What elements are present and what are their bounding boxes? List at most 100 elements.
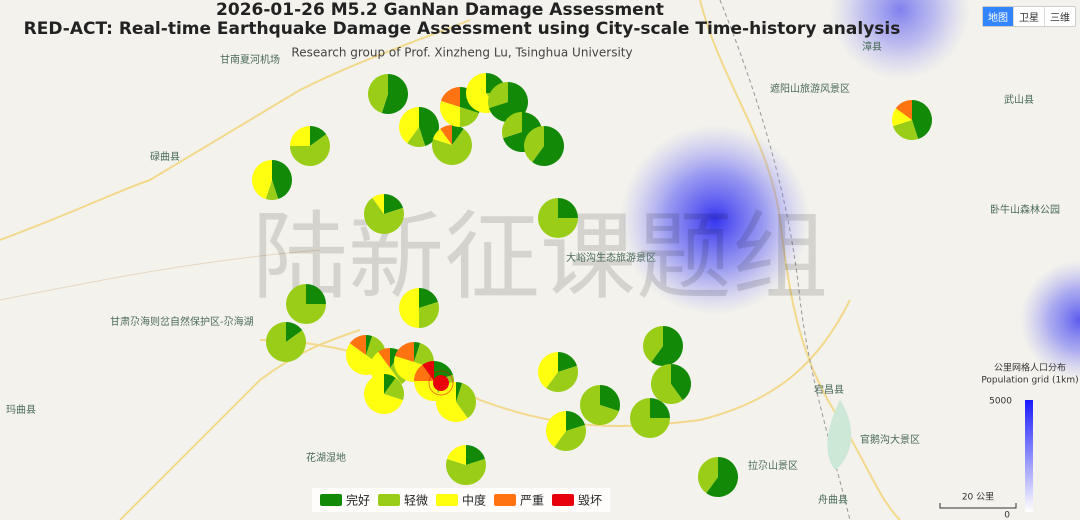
pie-slice [651,326,684,366]
scale-bar [939,503,1017,509]
pie-slice [912,100,933,140]
damage-pie [630,398,670,438]
pie-slice [460,107,480,127]
place-label: 遮阳山旅游风景区 [770,82,850,95]
damage-pie [252,160,292,200]
place-label: 舟曲县 [818,493,848,506]
pie-slice [895,100,912,120]
place-label: 宕昌县 [814,383,844,396]
pie-slice [252,160,272,200]
damage-pie [265,322,306,362]
pie-slice [364,197,404,234]
damage-pie [399,107,439,148]
legend-swatch [378,494,400,506]
pie-slice [419,301,439,328]
place-label: 甘肃尕海则岔自然保护区-尕海湖 [110,315,254,328]
legend-swatch [320,494,342,506]
pie-slice [697,457,718,494]
legend-swatch [552,494,574,506]
damage-pie [697,457,739,497]
pie-slice [265,180,279,200]
pie-slice [384,194,404,214]
pie-slice [643,326,663,363]
pie-slice [579,385,620,425]
pie-slice [310,126,327,146]
pie-slice [432,128,473,165]
pie-slice [630,398,670,438]
pie-slice [372,194,384,214]
pie-slice [419,107,439,147]
damage-pie [524,126,564,166]
pie-slice [546,365,578,392]
pie-slice [440,100,460,127]
damage-pie [432,125,473,165]
damage-pie [399,288,439,328]
pie-slice [265,322,306,362]
pie-slice [566,411,586,431]
place-label: 大峪沟生态旅游景区 [566,251,656,264]
place-label: 碌曲县 [150,151,180,163]
pie-slice [538,198,578,238]
damage-pie [286,284,326,324]
pie-slice [399,107,419,144]
pie-slice [600,385,620,412]
legend-label: 中度 [462,493,486,508]
pie-slice [538,352,558,389]
damage-pie [290,126,330,166]
pie-slice [892,108,912,127]
damage-pie [364,194,404,234]
place-label: 拉尕山景区 [748,459,798,472]
pie-slice [466,445,486,465]
pie-slice [407,127,426,148]
pie-slice [554,424,586,451]
map-type-button[interactable]: 三维 [1044,7,1075,26]
pie-slice [399,288,419,328]
damage-pie [367,74,408,114]
pie-slice [671,364,691,401]
damage-pie [538,198,578,238]
map-type-button[interactable]: 地图 [983,7,1013,26]
pie-slice [367,74,388,114]
legend-label: 完好 [346,493,370,508]
legend-label: 严重 [520,494,544,508]
pie-slice [384,377,404,401]
legend-label: 轻微 [404,494,428,508]
pie-slice [892,120,919,141]
pie-slice [364,374,404,414]
damage-pie [538,352,578,392]
population-bar [1025,400,1033,512]
pie-slice [650,398,670,418]
title: 2026-01-26 M5.2 GanNan Damage Assessment [216,0,664,20]
pie-slice [706,457,739,497]
pie-slice [546,411,566,448]
pie-slice [650,364,683,404]
pie-slice [446,445,466,465]
legend-swatch [436,494,458,506]
damage-pie [546,411,586,451]
population-max: 5000 [989,397,1012,407]
place-label: 卧牛山森林公园 [990,203,1060,216]
pie-slice [286,284,326,324]
pie-slice [414,342,421,362]
damage-pie [446,445,486,486]
pie-slice [366,335,373,355]
place-label: 花湖湿地 [306,451,346,464]
damage-pie [488,82,529,122]
pie-slice [378,348,390,368]
pie-slice [290,126,310,146]
pie-slice [502,112,522,139]
damage-pie [892,100,933,141]
damage-pie [579,385,620,425]
credit: Research group of Prof. Xinzheng Lu, Tsi… [291,46,632,60]
population-title: 公里网格人口分布 [994,362,1066,374]
place-label: 玛曲县 [6,404,36,416]
legend-label: 毁坏 [578,493,602,508]
pie-slice [488,82,508,109]
population-subtitle: Population grid (1km) [981,376,1078,386]
map-type-button[interactable]: 卫星 [1013,7,1044,26]
pie-slice [440,87,460,107]
epicenter [428,370,454,396]
pie-slice [446,458,486,486]
